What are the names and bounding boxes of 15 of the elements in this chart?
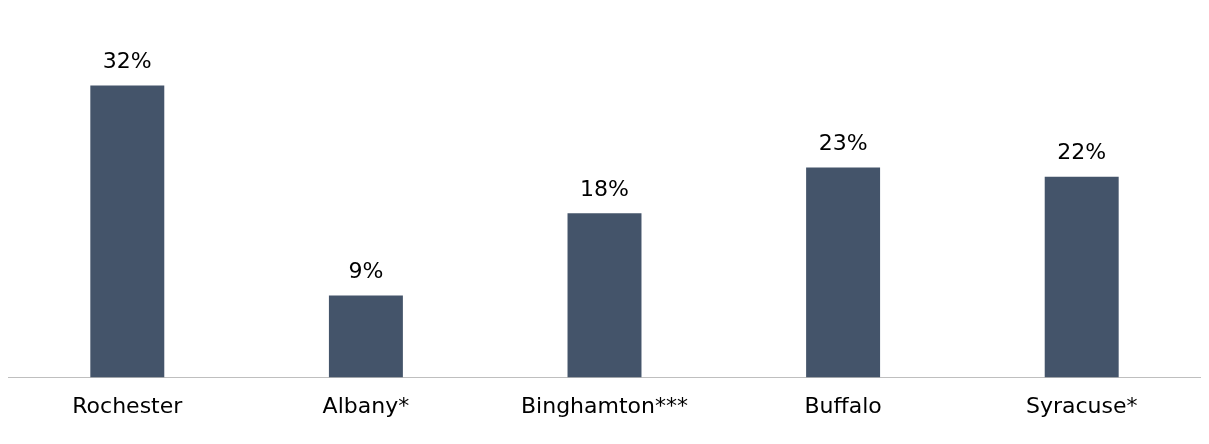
data-label: 23% [818, 130, 868, 156]
bar [806, 167, 881, 378]
data-label: 9% [348, 258, 384, 284]
data-label: 22% [1057, 139, 1107, 165]
x-tick-label: Binghamton*** [521, 392, 688, 418]
bar [1044, 176, 1119, 378]
x-tick-label: Buffalo [804, 392, 882, 418]
bar [328, 295, 403, 378]
bar [90, 85, 165, 378]
x-tick-label: Albany* [322, 392, 410, 418]
x-tick-label: Syracuse* [1025, 392, 1138, 418]
data-label: 18% [580, 175, 629, 201]
bar [567, 213, 642, 378]
data-label: 32% [102, 48, 152, 74]
x-tick-label: Rochester [72, 392, 184, 418]
